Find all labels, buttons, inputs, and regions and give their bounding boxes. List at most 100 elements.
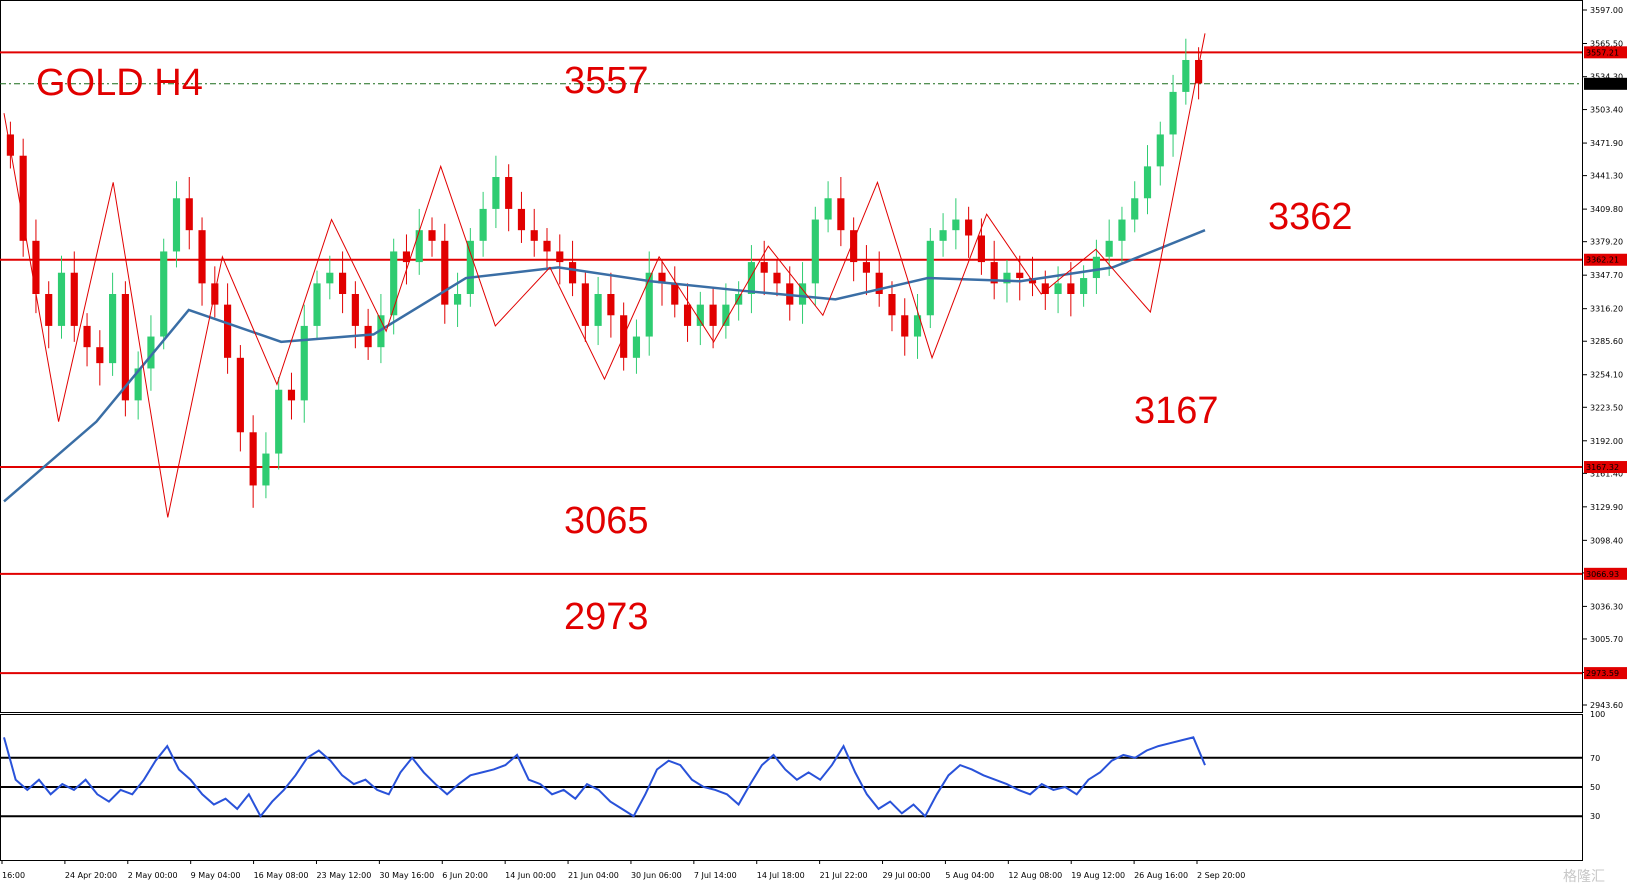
candle-body bbox=[492, 176, 500, 209]
level-price-tag bbox=[1584, 567, 1627, 580]
level-annotation-2973: 2973 bbox=[564, 596, 649, 638]
level-annotation-3557: 3557 bbox=[564, 60, 649, 102]
candle-body bbox=[1131, 198, 1139, 220]
candle-body bbox=[1105, 240, 1113, 257]
candle-body bbox=[1169, 91, 1177, 135]
candle-body bbox=[645, 272, 653, 337]
candle-body bbox=[1041, 283, 1049, 294]
candle-body bbox=[1195, 59, 1203, 84]
rsi-line bbox=[3, 736, 1206, 819]
time-tick-label: 9 May 04:00 bbox=[191, 871, 241, 880]
level-annotation-3065: 3065 bbox=[564, 500, 649, 542]
candle-body bbox=[556, 251, 564, 263]
candle-body bbox=[339, 272, 347, 294]
price-tick-label: 3441.30 bbox=[1590, 172, 1623, 181]
candle-body bbox=[160, 251, 168, 337]
price-tick-label: 3471.90 bbox=[1590, 139, 1623, 148]
candle-body bbox=[977, 235, 985, 263]
candle-body bbox=[581, 283, 589, 326]
level-price-tag bbox=[1584, 461, 1627, 474]
price-tick-label: 3005.70 bbox=[1590, 635, 1623, 644]
candle-body bbox=[632, 336, 641, 358]
candle-body bbox=[147, 336, 155, 369]
candle-body bbox=[96, 347, 104, 364]
candle-body bbox=[402, 251, 411, 263]
rsi-tick-label: 70 bbox=[1590, 754, 1600, 763]
time-tick-label: 21 Jun 04:00 bbox=[568, 871, 619, 880]
time-tick-label: 16 May 08:00 bbox=[254, 871, 309, 880]
time-tick-label: 2 Sep 20:00 bbox=[1197, 871, 1245, 880]
time-tick-label: 14 Jun 00:00 bbox=[505, 871, 556, 880]
candle-body bbox=[913, 315, 922, 337]
price-tick-label: 3036.30 bbox=[1590, 602, 1623, 611]
candle-body bbox=[19, 155, 27, 241]
chart-title: GOLD H4 bbox=[36, 62, 203, 104]
candle-body bbox=[198, 230, 206, 284]
rsi-tick-label: 50 bbox=[1590, 783, 1600, 792]
candle-body bbox=[671, 283, 679, 305]
candle-body bbox=[109, 293, 117, 364]
candle-body bbox=[287, 389, 296, 401]
candle-body bbox=[824, 198, 832, 220]
level-price-tag-label: 3362.21 bbox=[1586, 256, 1619, 265]
rsi-tick-label: 30 bbox=[1590, 812, 1600, 821]
candle-body bbox=[990, 262, 998, 284]
candle-body bbox=[428, 230, 436, 241]
candle-body bbox=[390, 251, 398, 316]
candle-body bbox=[773, 272, 781, 284]
main-panel-frame bbox=[0, 0, 1583, 713]
candle-body bbox=[185, 198, 193, 231]
price-tick-label: 2943.60 bbox=[1590, 701, 1623, 710]
level-price-tag-label: 3167.32 bbox=[1586, 463, 1619, 472]
candle-body bbox=[1092, 256, 1100, 279]
candle-body bbox=[965, 219, 973, 236]
candle-body bbox=[326, 272, 334, 284]
candle-body bbox=[530, 230, 538, 241]
candle-body bbox=[121, 293, 129, 401]
candle-body bbox=[747, 262, 756, 294]
candle-body bbox=[45, 293, 53, 326]
level-price-tag-label: 3557.21 bbox=[1586, 48, 1619, 57]
time-tick-label: 16:00 bbox=[2, 871, 25, 880]
candle-body bbox=[683, 304, 692, 326]
candle-body bbox=[939, 230, 947, 241]
price-tick-label: 3098.40 bbox=[1590, 536, 1623, 545]
candle-body bbox=[850, 230, 858, 263]
time-tick-label: 14 Jul 18:00 bbox=[757, 871, 805, 880]
candle-body bbox=[300, 325, 308, 401]
candle-body bbox=[415, 230, 423, 263]
candle-body bbox=[249, 432, 257, 486]
candle-body bbox=[1067, 283, 1075, 294]
candle-body bbox=[735, 293, 743, 305]
level-annotation-3362: 3362 bbox=[1268, 196, 1353, 238]
price-tick-label: 3347.70 bbox=[1590, 271, 1623, 280]
zigzag-line bbox=[3, 33, 1206, 518]
candle-body bbox=[811, 219, 819, 284]
time-tick-label: 24 Apr 20:00 bbox=[65, 871, 117, 880]
price-tick-label: 3565.50 bbox=[1590, 40, 1623, 49]
candle-body bbox=[172, 198, 181, 252]
time-tick-label: 5 Aug 04:00 bbox=[945, 871, 994, 880]
level-price-tag bbox=[1584, 667, 1627, 680]
moving-average-line bbox=[3, 229, 1206, 503]
time-tick-label: 2 May 00:00 bbox=[128, 871, 178, 880]
candle-body bbox=[351, 293, 359, 326]
time-tick-label: 30 May 16:00 bbox=[379, 871, 434, 880]
candle-body bbox=[453, 293, 462, 305]
candle-body bbox=[837, 198, 845, 231]
candle-body bbox=[709, 304, 717, 326]
candle-body bbox=[83, 325, 91, 348]
candle-body bbox=[696, 304, 704, 326]
candle-body bbox=[568, 262, 577, 284]
candle-body bbox=[658, 272, 666, 284]
candle-body bbox=[479, 208, 487, 241]
time-tick-label: 21 Jul 22:00 bbox=[820, 871, 868, 880]
price-tick-label: 3223.50 bbox=[1590, 403, 1623, 412]
candle-body bbox=[543, 240, 551, 252]
candle-body bbox=[1156, 134, 1164, 167]
price-tick-label: 3285.60 bbox=[1590, 337, 1623, 346]
candle-body bbox=[607, 293, 615, 316]
rsi-tick-label: 100 bbox=[1590, 710, 1605, 719]
price-tick-label: 3379.20 bbox=[1590, 238, 1623, 247]
time-tick-label: 12 Aug 08:00 bbox=[1008, 871, 1062, 880]
